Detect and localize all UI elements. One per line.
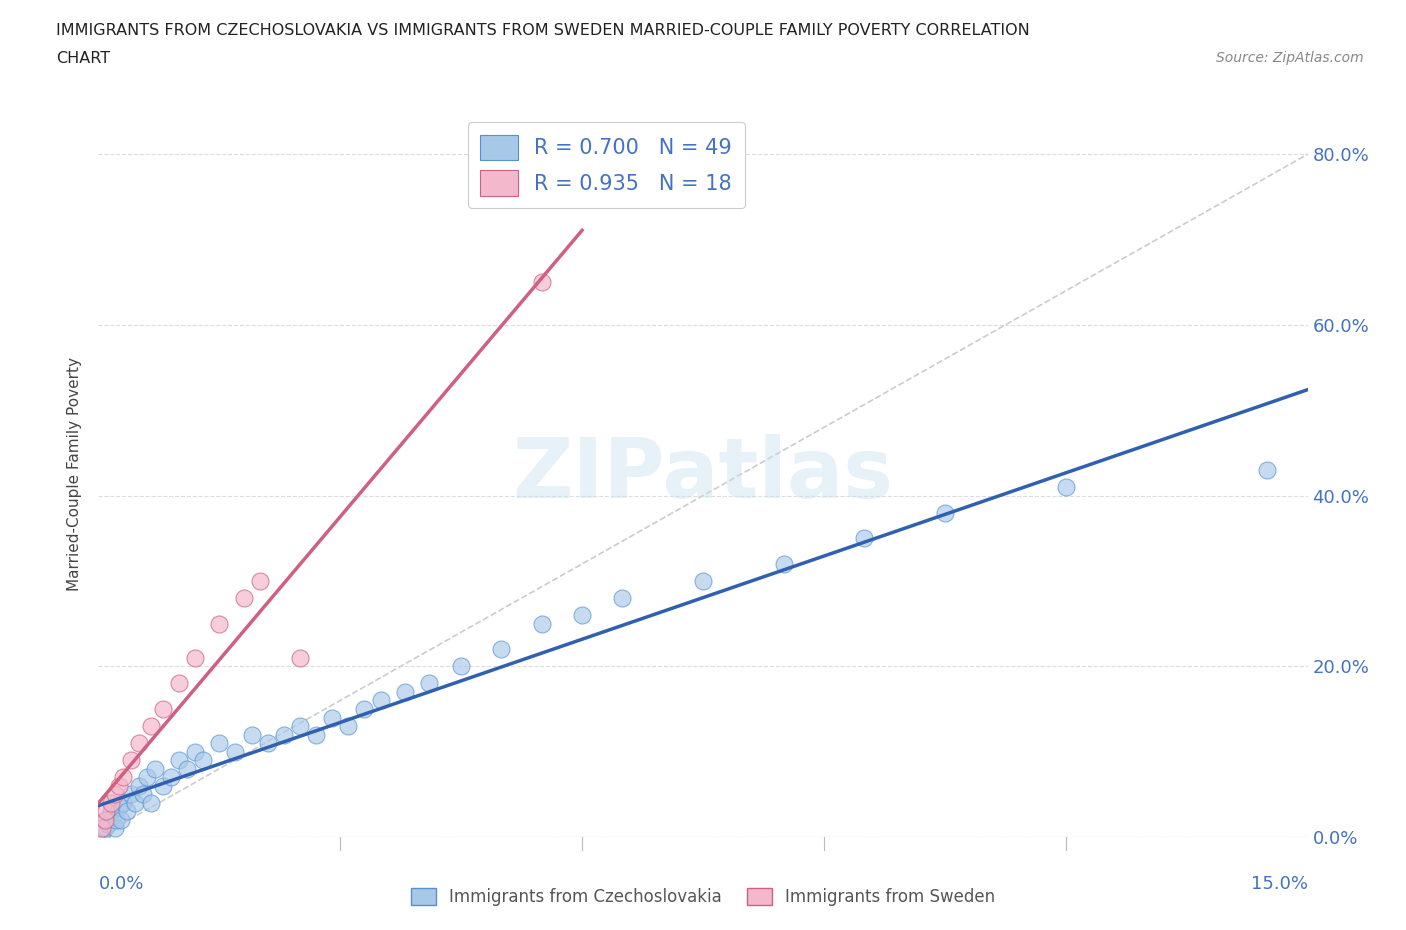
Point bbox=[107, 800, 129, 815]
Point bbox=[193, 752, 215, 767]
Point bbox=[124, 795, 146, 810]
Text: ZIPatlas: ZIPatlas bbox=[513, 433, 893, 515]
Point bbox=[288, 719, 311, 734]
Point bbox=[107, 778, 129, 793]
Point bbox=[353, 701, 375, 716]
Point bbox=[96, 813, 118, 828]
Point bbox=[853, 531, 876, 546]
Point bbox=[772, 556, 794, 571]
Point bbox=[530, 275, 553, 290]
Point bbox=[91, 821, 114, 836]
Point bbox=[240, 727, 263, 742]
Text: IMMIGRANTS FROM CZECHOSLOVAKIA VS IMMIGRANTS FROM SWEDEN MARRIED-COUPLE FAMILY P: IMMIGRANTS FROM CZECHOSLOVAKIA VS IMMIGR… bbox=[56, 23, 1031, 38]
Point bbox=[370, 693, 392, 708]
Point bbox=[167, 676, 190, 691]
Point bbox=[184, 650, 207, 665]
Point bbox=[94, 813, 117, 828]
Point bbox=[208, 736, 231, 751]
Point bbox=[132, 787, 155, 802]
Point bbox=[120, 787, 142, 802]
Point bbox=[100, 795, 122, 810]
Point bbox=[692, 574, 714, 589]
Point bbox=[100, 804, 122, 818]
Point bbox=[612, 591, 634, 605]
Point bbox=[530, 617, 553, 631]
Point bbox=[120, 752, 142, 767]
Point bbox=[256, 736, 278, 751]
Point bbox=[418, 676, 440, 691]
Point bbox=[96, 804, 118, 818]
Point bbox=[305, 727, 328, 742]
Legend: Immigrants from Czechoslovakia, Immigrants from Sweden: Immigrants from Czechoslovakia, Immigran… bbox=[404, 881, 1002, 912]
Point bbox=[160, 770, 183, 785]
Point bbox=[184, 744, 207, 759]
Point bbox=[571, 607, 593, 622]
Point bbox=[128, 736, 150, 751]
Point bbox=[128, 778, 150, 793]
Point bbox=[103, 821, 125, 836]
Point bbox=[94, 821, 117, 836]
Point bbox=[105, 813, 128, 828]
Point bbox=[143, 762, 166, 777]
Point bbox=[224, 744, 246, 759]
Y-axis label: Married-Couple Family Poverty: Married-Couple Family Poverty bbox=[67, 357, 83, 591]
Point bbox=[152, 701, 174, 716]
Point bbox=[321, 711, 343, 725]
Point bbox=[450, 658, 472, 673]
Point bbox=[1256, 462, 1278, 477]
Point bbox=[249, 574, 271, 589]
Point bbox=[103, 787, 125, 802]
Point bbox=[232, 591, 254, 605]
Text: 15.0%: 15.0% bbox=[1250, 875, 1308, 894]
Point bbox=[111, 795, 134, 810]
Point bbox=[288, 650, 311, 665]
Point bbox=[110, 813, 132, 828]
Point bbox=[208, 617, 231, 631]
Point bbox=[139, 795, 162, 810]
Point bbox=[152, 778, 174, 793]
Point bbox=[115, 804, 138, 818]
Point bbox=[167, 752, 190, 767]
Point bbox=[394, 684, 416, 699]
Point bbox=[101, 808, 124, 823]
Point bbox=[1054, 480, 1077, 495]
Point bbox=[491, 642, 513, 657]
Text: 0.0%: 0.0% bbox=[98, 875, 143, 894]
Point bbox=[135, 770, 157, 785]
Point bbox=[337, 719, 360, 734]
Text: Source: ZipAtlas.com: Source: ZipAtlas.com bbox=[1216, 51, 1364, 65]
Text: CHART: CHART bbox=[56, 51, 110, 66]
Point bbox=[273, 727, 295, 742]
Point bbox=[934, 505, 956, 520]
Point bbox=[176, 762, 198, 777]
Point bbox=[111, 770, 134, 785]
Point bbox=[139, 719, 162, 734]
Legend: R = 0.700   N = 49, R = 0.935   N = 18: R = 0.700 N = 49, R = 0.935 N = 18 bbox=[468, 122, 745, 208]
Point bbox=[91, 825, 114, 840]
Point bbox=[97, 817, 120, 831]
